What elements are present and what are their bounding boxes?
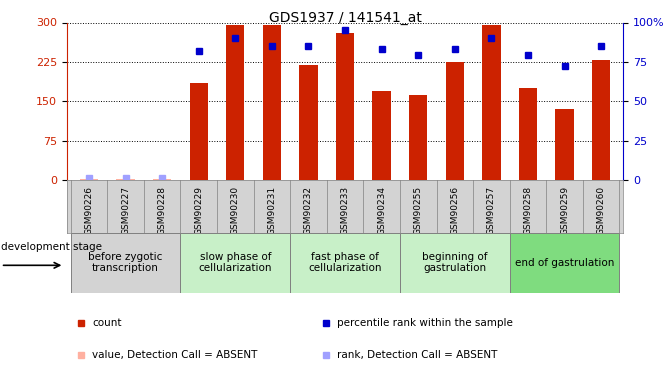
Text: fast phase of
cellularization: fast phase of cellularization: [308, 252, 382, 273]
Bar: [555, 109, 574, 180]
Text: GSM90227: GSM90227: [121, 186, 130, 235]
Bar: [482, 25, 500, 180]
Text: GSM90256: GSM90256: [450, 186, 460, 236]
Bar: [519, 88, 537, 180]
Text: GSM90258: GSM90258: [523, 186, 533, 236]
Bar: [299, 64, 318, 180]
Text: GSM90257: GSM90257: [487, 186, 496, 236]
Bar: [336, 33, 354, 180]
Bar: [400, 232, 510, 292]
Bar: [373, 91, 391, 180]
Text: GSM90231: GSM90231: [267, 186, 277, 236]
Text: GSM90229: GSM90229: [194, 186, 203, 235]
Text: slow phase of
cellularization: slow phase of cellularization: [198, 252, 272, 273]
Text: percentile rank within the sample: percentile rank within the sample: [337, 318, 513, 328]
Bar: [263, 25, 281, 180]
Bar: [180, 232, 290, 292]
Bar: [70, 232, 180, 292]
Text: GSM90228: GSM90228: [157, 186, 167, 235]
Bar: [153, 179, 172, 180]
Bar: [409, 95, 427, 180]
Bar: [117, 179, 135, 180]
Text: GSM90259: GSM90259: [560, 186, 569, 236]
Bar: [190, 83, 208, 180]
Text: end of gastrulation: end of gastrulation: [515, 258, 614, 267]
Text: GDS1937 / 141541_at: GDS1937 / 141541_at: [269, 11, 421, 25]
Bar: [290, 232, 400, 292]
Text: GSM90233: GSM90233: [340, 186, 350, 236]
Text: GSM90260: GSM90260: [597, 186, 606, 236]
Text: count: count: [92, 318, 121, 328]
Text: value, Detection Call = ABSENT: value, Detection Call = ABSENT: [92, 350, 257, 360]
Text: beginning of
gastrulation: beginning of gastrulation: [422, 252, 488, 273]
Text: GSM90230: GSM90230: [230, 186, 240, 236]
Text: rank, Detection Call = ABSENT: rank, Detection Call = ABSENT: [337, 350, 497, 360]
Text: before zygotic
transcription: before zygotic transcription: [88, 252, 163, 273]
Bar: [80, 179, 98, 180]
Bar: [510, 232, 620, 292]
Text: GSM90226: GSM90226: [84, 186, 93, 235]
Text: GSM90255: GSM90255: [413, 186, 423, 236]
Bar: [226, 25, 245, 180]
Text: development stage: development stage: [1, 243, 102, 252]
Text: GSM90234: GSM90234: [377, 186, 386, 235]
Text: GSM90232: GSM90232: [304, 186, 313, 235]
Bar: [446, 62, 464, 180]
Bar: [592, 60, 610, 180]
